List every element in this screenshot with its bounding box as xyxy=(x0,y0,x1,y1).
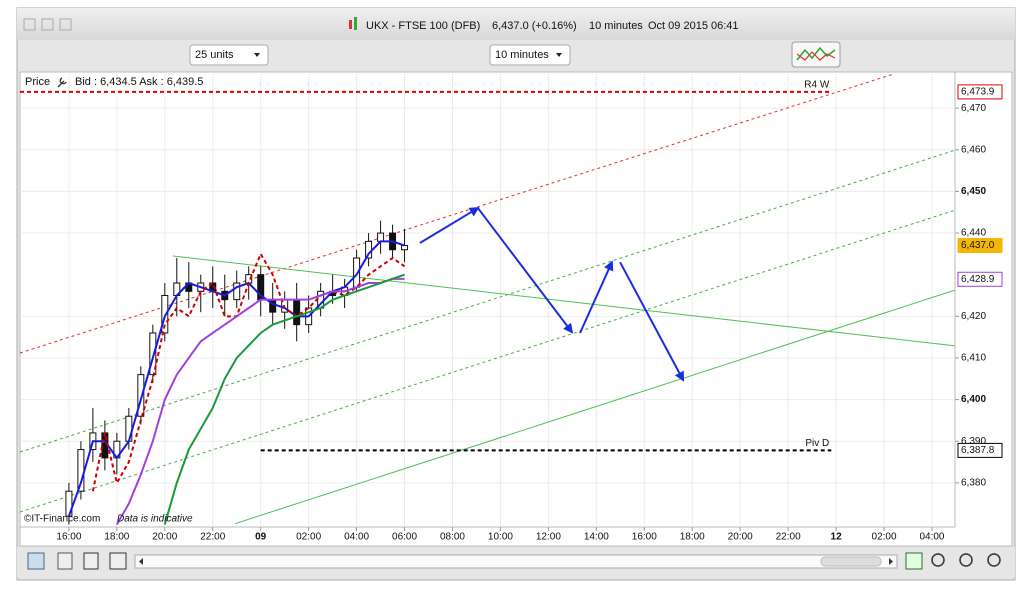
chart-tools-button[interactable] xyxy=(791,41,841,68)
axes: 6,380 6,390 6,400 6,410 6,420 6,440 6,450 6,460… xyxy=(56,80,1003,543)
x-tick-label: 18:00 xyxy=(104,532,129,543)
scroll-thumb[interactable] xyxy=(820,556,882,567)
tool-button[interactable] xyxy=(27,552,45,570)
chart-icon xyxy=(354,17,357,30)
x-tick-label: 10:00 xyxy=(488,532,513,543)
y-tick-label: 6,420 xyxy=(961,311,986,322)
window-button[interactable] xyxy=(59,18,72,31)
trendline xyxy=(172,255,955,347)
arrow xyxy=(419,207,480,244)
chart-icon xyxy=(349,20,352,29)
y-tick-label: 6,390 xyxy=(961,436,986,447)
y-tick-label: 6,440 xyxy=(961,228,986,239)
interval: 10 minutes xyxy=(589,20,643,32)
x-tick-label: 20:00 xyxy=(728,532,753,543)
copyright: ©IT-Finance.com xyxy=(24,514,100,525)
arrow xyxy=(477,207,574,334)
candle-body xyxy=(401,245,409,251)
x-tick-label: 16:00 xyxy=(56,532,81,543)
plot xyxy=(20,74,955,526)
x-tick-label: 02:00 xyxy=(296,532,321,543)
candle-body xyxy=(161,295,169,334)
window-button[interactable] xyxy=(23,18,36,31)
candle-body xyxy=(137,374,145,417)
price-tag-label: 6,437.0 xyxy=(961,240,995,251)
note: Data is indicative xyxy=(117,514,193,525)
x-tick-label: 22:00 xyxy=(200,532,225,543)
candle-body xyxy=(377,232,385,242)
moving-average xyxy=(67,240,405,517)
timestamp: Oct 09 2015 06:41 xyxy=(648,20,739,32)
trendline xyxy=(234,289,955,525)
chart-area xyxy=(19,71,1013,547)
units-value: 25 units xyxy=(195,49,234,61)
price-tag-label: 6,428.9 xyxy=(961,274,995,285)
title-bar xyxy=(17,8,1015,40)
scroll-left[interactable] xyxy=(139,558,143,565)
quote: 6,437.0 (+0.16%) xyxy=(492,20,577,32)
wrench-icon xyxy=(57,77,67,88)
interval-value: 10 minutes xyxy=(495,49,549,61)
moving-average xyxy=(163,273,405,525)
y-tick-label: 6,450 xyxy=(961,186,986,197)
x-tick-label: 16:00 xyxy=(632,532,657,543)
price-label: Price xyxy=(25,76,50,88)
level-name: Piv D xyxy=(805,438,829,449)
price-tag-label: 6,387.8 xyxy=(961,445,995,456)
scroll-right[interactable] xyxy=(889,558,893,565)
y-tick-label: 6,410 xyxy=(961,353,986,364)
trendline xyxy=(20,149,955,453)
bid-ask: Bid : 6,434.5 Ask : 6,439.5 xyxy=(75,76,203,88)
price-tag xyxy=(957,271,1003,287)
units-dropdown[interactable] xyxy=(189,44,269,66)
y-tick-label: 6,380 xyxy=(961,478,986,489)
price-tag-label: 6,473.9 xyxy=(961,87,995,98)
y-tick-label: 6,460 xyxy=(961,144,986,155)
candle-body xyxy=(233,282,241,301)
x-tick-label: 08:00 xyxy=(440,532,465,543)
grid xyxy=(20,74,955,527)
x-tick-label: 12 xyxy=(831,532,843,543)
zoom-in[interactable] xyxy=(987,553,1001,567)
dropdown-arrow xyxy=(556,53,562,57)
x-tick-label: 04:00 xyxy=(344,532,369,543)
window-button[interactable] xyxy=(41,18,54,31)
price-tag xyxy=(957,84,1003,100)
x-tick-label: 04:00 xyxy=(919,532,944,543)
dropdown-arrow xyxy=(254,53,260,57)
scrollbar[interactable] xyxy=(134,554,898,569)
tool-button[interactable] xyxy=(83,552,99,570)
arrow xyxy=(619,261,685,382)
window-title: UKX - FTSE 100 (DFB) xyxy=(366,20,480,32)
price-tag xyxy=(957,442,1003,458)
tool-button[interactable] xyxy=(109,552,127,570)
level-name: R4 W xyxy=(804,80,830,91)
candle-body xyxy=(293,299,301,326)
interval-dropdown[interactable] xyxy=(489,44,571,66)
trendline xyxy=(20,209,955,513)
x-tick-label: 06:00 xyxy=(392,532,417,543)
y-tick-label: 6,400 xyxy=(961,394,986,405)
x-tick-label: 20:00 xyxy=(152,532,177,543)
x-tick-label: 09 xyxy=(255,532,267,543)
y-tick-label: 6,470 xyxy=(961,103,986,114)
moving-average xyxy=(91,251,406,492)
tool-button[interactable] xyxy=(905,552,923,570)
arrow xyxy=(579,260,614,334)
x-tick-label: 12:00 xyxy=(536,532,561,543)
tools-icon xyxy=(796,51,836,61)
tool-button[interactable] xyxy=(57,552,73,570)
price-tag xyxy=(957,238,1003,254)
zoom-out[interactable] xyxy=(959,553,973,567)
x-tick-label: 18:00 xyxy=(680,532,705,543)
x-tick-label: 14:00 xyxy=(584,532,609,543)
moving-average xyxy=(115,277,405,526)
x-tick-label: 22:00 xyxy=(776,532,801,543)
zoom-fit[interactable] xyxy=(931,553,945,567)
x-tick-label: 02:00 xyxy=(872,532,897,543)
